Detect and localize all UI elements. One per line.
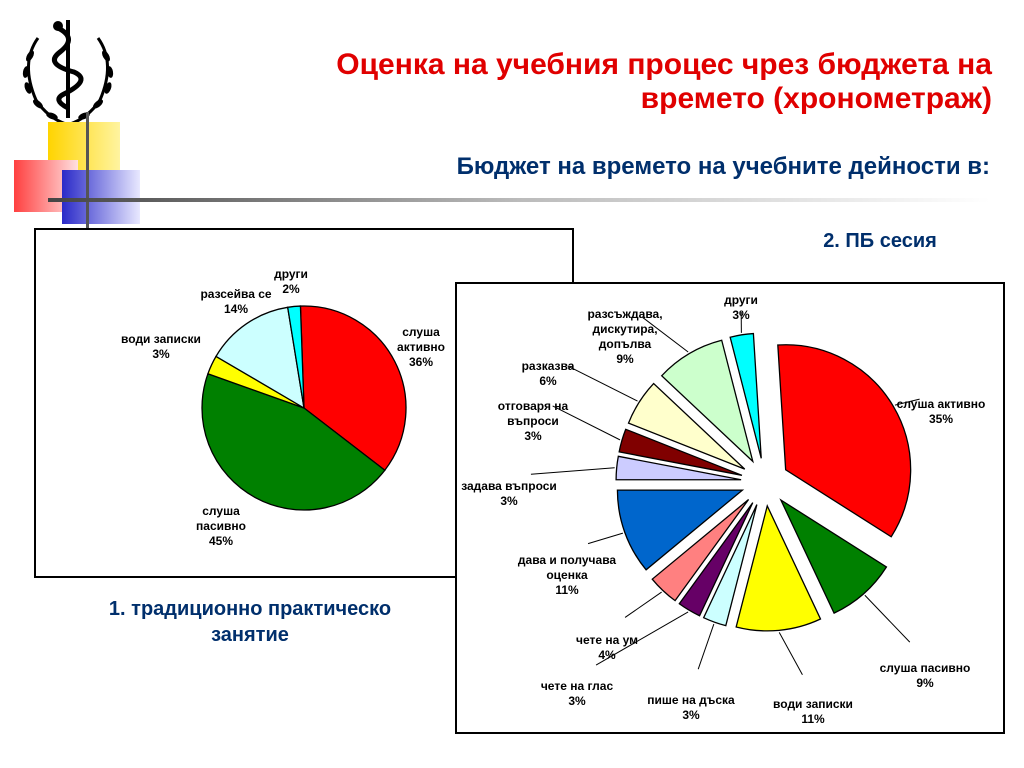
slice-пише-на-дъска-percent: 3% xyxy=(682,708,700,722)
slice-дава-и-получава-оценка-leader-line xyxy=(587,532,624,545)
page-subtitle: Бюджет на времето на учебните дейности в… xyxy=(456,153,990,180)
slice-други-label-text: други xyxy=(274,267,308,281)
slice-пише-на-дъска-leader-line xyxy=(697,623,715,670)
slice-слуша-пасивно-leader-line xyxy=(864,594,911,643)
slice-други-label-text: други xyxy=(724,293,758,307)
slice-разсъждава-дискутира-допълва-percent: 9% xyxy=(616,352,634,366)
university-logo xyxy=(22,20,114,126)
slice-други xyxy=(729,332,762,459)
slice-пише-на-дъска-label-text: пише на дъска xyxy=(647,693,735,707)
decor-vertical-line xyxy=(86,112,89,228)
decor-blue-square xyxy=(62,170,140,224)
caption-pb-session: 2. ПБ сесия xyxy=(823,230,937,252)
slice-разсейва-се-percent: 14% xyxy=(224,302,248,316)
slice-дава-и-получава-оценка xyxy=(616,489,745,571)
slice-чете-на-глас-leader-line xyxy=(595,611,689,666)
chart-panel-pb-session: слуша активно 35% слуша пасивно 9% води запи… xyxy=(455,282,1005,734)
slice-разсейва-се xyxy=(215,306,305,410)
slice-разказва-leader-line xyxy=(567,365,638,402)
slice-разказва-percent: 6% xyxy=(539,374,557,388)
slice-отговаря-на-въпроси-label-text: отговаря на xyxy=(498,399,569,413)
page-title-line1: Оценка на учебния процес чрез бюджета на xyxy=(336,48,992,81)
slice-слуша-пасивно-label-text: слуша xyxy=(202,504,240,518)
slice-задава-въпроси-leader-line xyxy=(530,467,615,475)
slice-разсъждава-дискутира-допълва-label-text: дискутира, xyxy=(592,322,657,336)
caption-traditional-class: 1. традиционно практическо занятие xyxy=(60,596,440,648)
slice-дава-и-получава-оценка-label-text: оценка xyxy=(546,568,588,582)
slice-слуша-пасивно-percent: 45% xyxy=(209,534,233,548)
slice-отговаря-на-въпроси xyxy=(618,428,743,476)
slice-слуша-активно-label-text: активно xyxy=(397,340,445,354)
slice-чете-на-глас xyxy=(678,502,754,617)
slice-разказва-label-text: разказва xyxy=(522,359,575,373)
slice-разсейва-се-label-text: разсейва се xyxy=(200,287,271,301)
slice-други-percent: 2% xyxy=(282,282,300,296)
slice-слуша-пасивно-label-text: пасивно xyxy=(196,519,246,533)
page-title: Оценка на учебния процес чрез бюджета на… xyxy=(170,48,992,116)
slice-води-записки-percent: 11% xyxy=(801,712,825,726)
slice-води-записки-percent: 3% xyxy=(152,347,170,361)
slice-слуша-активно-label-text: слуша активно xyxy=(897,397,986,411)
slice-задава-въпроси-label-text: задава въпроси xyxy=(461,479,557,493)
slice-разсъждава-дискутира-допълва-label-text: допълва xyxy=(599,337,652,351)
slice-други xyxy=(286,305,305,409)
slice-чете-на-ум-leader-line xyxy=(624,591,662,618)
slice-слуша-активно xyxy=(299,305,407,472)
slice-задава-въпроси-percent: 3% xyxy=(500,494,518,508)
slice-разсъждава-дискутира-допълва-leader-line xyxy=(642,316,689,353)
slice-чете-на-глас-label-text: чете на глас xyxy=(541,679,614,693)
slice-чете-на-ум xyxy=(651,498,750,602)
slice-разсъждава-дискутира-допълва-label-text: разсъждава, xyxy=(587,307,662,321)
slice-чете-на-ум-label: чете на ум4% xyxy=(576,633,638,662)
caption-traditional-line2: занятие xyxy=(211,624,289,646)
slice-слуша-активно-percent: 35% xyxy=(929,412,953,426)
slice-слуша-активно-leader-line xyxy=(894,398,920,406)
slice-пише-на-дъска xyxy=(702,504,758,627)
slice-дава-и-получава-оценка-label-text: дава и получава xyxy=(518,553,617,567)
decor-horizontal-line xyxy=(48,198,990,202)
slice-води-записки-leader-line xyxy=(778,632,803,675)
slice-слуша-активно-percent: 36% xyxy=(409,355,433,369)
slice-разказва xyxy=(627,382,746,470)
slice-води-записки-label-text: води записки xyxy=(773,697,853,711)
slice-задава-въпроси xyxy=(615,455,742,481)
slice-води-записки-label-text: води записки xyxy=(121,332,201,346)
slice-води-записки xyxy=(735,503,822,632)
slice-чете-на-ум-percent: 4% xyxy=(598,648,616,662)
slice-отговаря-на-въпроси-leader-line xyxy=(552,405,621,441)
slice-разсъждава-дискутира-допълва xyxy=(660,339,754,464)
slice-слуша-пасивно-percent: 9% xyxy=(916,676,934,690)
slice-слуша-пасивно-label-text: слуша пасивно xyxy=(880,661,971,675)
slice-слуша-активно xyxy=(777,344,912,538)
page-title-line2: времето (хронометраж) xyxy=(640,82,992,115)
caption-traditional-line1: 1. традиционно практическо xyxy=(108,598,392,620)
slice-слуша-пасивно xyxy=(779,498,888,614)
slice-чете-на-ум-label-text: чете на ум xyxy=(576,633,638,647)
slice-отговаря-на-въпроси-percent: 3% xyxy=(524,429,542,443)
slice-слуша-активно-label-text: слуша xyxy=(402,325,440,339)
slice-дава-и-получава-оценка-percent: 11% xyxy=(555,583,579,597)
slice-слуша-пасивно xyxy=(201,372,386,511)
slice-чете-на-глас-percent: 3% xyxy=(568,694,586,708)
slice-отговаря-на-въпроси-label-text: въпроси xyxy=(507,414,559,428)
